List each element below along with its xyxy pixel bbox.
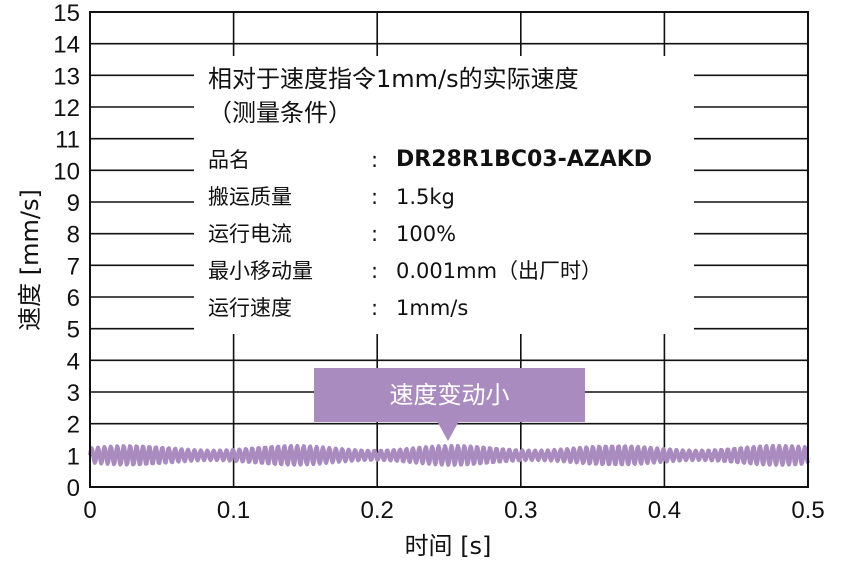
y-tick-label: 1	[67, 443, 80, 470]
y-tick-label: 15	[53, 0, 80, 27]
y-tick-label: 14	[53, 32, 80, 59]
x-tick-label: 0.4	[648, 497, 681, 524]
x-tick-label: 0.3	[504, 497, 537, 524]
info-value: DR28R1BC03-AZAKD	[396, 147, 653, 172]
info-key: 最小移动量	[208, 259, 313, 283]
speed-variation-callout: 速度变动小	[314, 368, 585, 422]
info-key: 运行速度	[208, 296, 292, 320]
y-tick-label: 0	[67, 475, 80, 502]
y-tick-label: 12	[53, 95, 80, 122]
y-tick-label: 13	[53, 63, 80, 90]
callout-pointer	[437, 421, 459, 441]
y-axis-label: 速度 [mm/s]	[16, 189, 44, 331]
speed-series-line	[88, 443, 810, 467]
y-tick-label: 4	[67, 348, 80, 375]
x-tick-label: 0	[83, 497, 96, 524]
x-tick-label: 0.1	[217, 497, 250, 524]
y-tick-label: 11	[55, 127, 80, 154]
info-colon: :	[371, 185, 379, 209]
series-layer	[88, 443, 810, 467]
measurement-conditions-box: 相对于速度指令1mm/s的实际速度 （测量条件） 品名 : DR28R1BC03…	[194, 56, 694, 334]
info-colon: :	[371, 296, 379, 320]
x-tick-label: 0.2	[361, 497, 394, 524]
info-value: 1.5kg	[396, 185, 455, 209]
x-tick-labels: 0 0.1 0.2 0.3 0.4 0.5	[83, 497, 824, 524]
x-axis-label: 时间 [s]	[405, 532, 492, 560]
info-key: 品名	[208, 148, 250, 172]
y-tick-label: 6	[67, 285, 80, 312]
info-value: 0.001mm（出厂时）	[396, 259, 603, 283]
info-colon: :	[371, 222, 379, 246]
info-value: 100%	[396, 222, 457, 246]
y-tick-label: 2	[67, 412, 80, 439]
info-key: 运行电流	[208, 222, 292, 246]
y-tick-label: 5	[67, 317, 80, 344]
y-tick-label: 9	[67, 190, 80, 217]
y-tick-label: 10	[53, 158, 80, 185]
y-tick-label: 7	[67, 253, 80, 280]
x-tick-label: 0.5	[791, 497, 824, 524]
info-subtitle: （测量条件）	[208, 99, 352, 127]
info-colon: :	[371, 259, 379, 283]
info-value: 1mm/s	[396, 296, 469, 320]
plot-frame	[89, 11, 809, 488]
info-title: 相对于速度指令1mm/s的实际速度	[208, 65, 579, 93]
y-tick-label: 8	[67, 222, 80, 249]
info-key: 搬运质量	[208, 185, 292, 209]
y-tick-label: 3	[67, 380, 80, 407]
info-colon: :	[371, 148, 379, 172]
